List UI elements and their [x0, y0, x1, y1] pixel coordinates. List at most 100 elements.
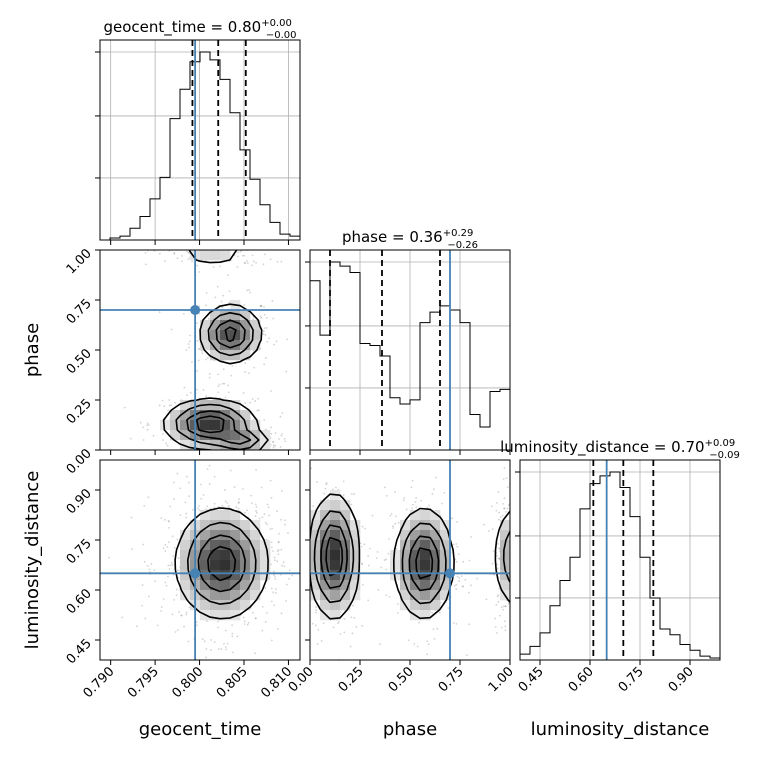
sample-point	[171, 563, 174, 566]
sample-point	[121, 616, 124, 619]
sample-point	[255, 505, 258, 508]
sample-point	[176, 538, 179, 541]
sample-point	[206, 620, 208, 622]
density-cell	[340, 590, 351, 601]
density-cell	[240, 320, 251, 331]
sample-point	[171, 535, 174, 538]
sample-point	[216, 454, 218, 456]
sample-point	[249, 401, 252, 404]
sample-point	[205, 648, 208, 650]
sample-point	[514, 541, 516, 543]
sample-point	[301, 622, 303, 624]
density-cell	[250, 540, 261, 551]
xlabel-phase: phase	[383, 719, 437, 740]
sample-point	[205, 292, 208, 294]
sample-point	[273, 604, 275, 607]
density-cell	[340, 500, 351, 511]
sample-point	[460, 575, 463, 578]
sample-point	[317, 628, 320, 631]
sample-point	[453, 584, 456, 587]
density-cell	[230, 310, 241, 321]
sample-point	[266, 503, 269, 506]
density-cell	[230, 350, 241, 361]
sample-point	[221, 504, 224, 507]
sample-point	[163, 405, 166, 408]
sample-point	[205, 656, 207, 659]
density-cell	[230, 400, 241, 411]
sample-point	[304, 410, 306, 412]
density-cell	[230, 340, 241, 351]
sample-point	[244, 262, 247, 265]
density-cell	[240, 520, 251, 531]
sample-point	[186, 241, 188, 243]
density-cell	[210, 550, 221, 561]
sample-point	[285, 600, 288, 602]
density-cell	[210, 330, 221, 341]
sample-point	[169, 505, 172, 508]
sample-point	[518, 564, 520, 566]
density-cell	[500, 550, 510, 561]
sample-point	[514, 544, 516, 546]
density-cell	[250, 330, 261, 341]
sample-point	[139, 421, 142, 424]
sample-point	[159, 457, 161, 459]
sample-point	[237, 507, 240, 510]
sample-point	[259, 304, 262, 307]
sample-point	[367, 564, 370, 567]
sample-point	[397, 521, 400, 524]
density-cell	[400, 590, 411, 601]
sample-point	[282, 561, 285, 564]
density-cell	[210, 410, 221, 421]
sample-point	[196, 388, 198, 391]
density-cell	[340, 550, 351, 561]
sample-point	[511, 616, 513, 618]
sample-point	[251, 254, 254, 257]
hist-panel-phase	[305, 249, 511, 455]
sample-point	[254, 652, 256, 655]
sample-point	[255, 261, 257, 264]
sample-point	[196, 370, 199, 372]
density-cell	[220, 530, 231, 541]
sample-point	[260, 316, 263, 319]
sample-point	[259, 452, 261, 454]
sample-point	[264, 521, 267, 524]
sample-point	[276, 260, 279, 263]
sample-point	[172, 573, 175, 576]
density-cell	[230, 610, 241, 621]
sample-point	[455, 622, 458, 625]
tick-label-x: 0.90	[666, 664, 697, 695]
sample-point	[324, 487, 327, 490]
sample-point	[496, 632, 498, 634]
sample-point	[141, 604, 143, 607]
sample-point	[185, 349, 188, 351]
sample-point	[510, 531, 512, 533]
sample-point	[325, 482, 328, 485]
sample-point	[411, 479, 414, 482]
density-cell	[230, 550, 241, 561]
sample-point	[265, 357, 267, 359]
sample-point	[380, 566, 383, 569]
density-cell	[390, 560, 401, 571]
hist-panel-luminosity_distance: 0.45 0.60 0.75 0.90	[515, 459, 721, 695]
density-cell	[220, 580, 231, 591]
sample-point	[180, 254, 183, 257]
sample-point	[269, 258, 272, 261]
sample-point	[513, 504, 515, 506]
sample-point	[108, 556, 110, 559]
sample-point	[129, 437, 132, 440]
sample-point	[206, 468, 209, 471]
tick-label-y: 0.25	[64, 396, 95, 427]
sample-point	[168, 404, 171, 407]
sample-point	[263, 419, 266, 421]
sample-point	[279, 446, 282, 448]
sample-point	[153, 569, 156, 572]
sample-point	[242, 392, 245, 394]
density-cell	[230, 320, 241, 331]
sample-point	[161, 439, 164, 441]
density-cell	[230, 530, 241, 541]
contour-line	[195, 326, 237, 434]
sample-point	[202, 494, 205, 496]
sample-point	[173, 252, 176, 255]
sample-point	[141, 464, 143, 466]
density-cell	[320, 550, 331, 561]
